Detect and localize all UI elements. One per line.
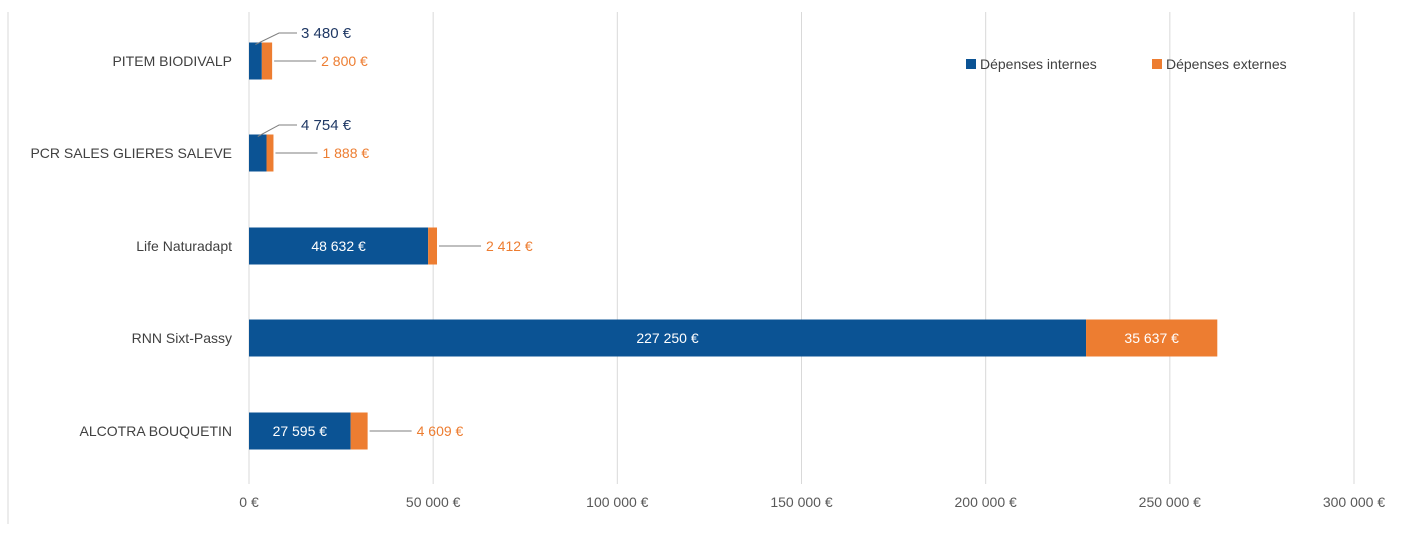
- bar-depenses-internes: [249, 227, 429, 265]
- data-label-externes: 2 412 €: [486, 238, 533, 254]
- legend-swatch-externes: [1152, 59, 1162, 69]
- x-tick-label: 100 000 €: [586, 494, 648, 510]
- data-label-externes: 2 800 €: [321, 53, 368, 69]
- category-label: Life Naturadapt: [136, 238, 232, 254]
- legend-label: Dépenses internes: [980, 56, 1097, 72]
- bar-depenses-externes: [266, 134, 274, 172]
- data-labels: 3 480 € 2 800 € 4 754 € 1 888 € 48 632 € 2 41…: [255, 25, 1179, 439]
- leader-line: [257, 124, 297, 137]
- x-tick-label: 150 000 €: [770, 494, 832, 510]
- bars: [249, 42, 1218, 450]
- data-label-internes: 27 595 €: [273, 423, 328, 439]
- bar-depenses-externes: [1086, 319, 1218, 357]
- gridlines: [7, 12, 1355, 524]
- data-label-internes: 4 754 €: [301, 117, 352, 134]
- bar-depenses-externes: [261, 42, 273, 80]
- bar-depenses-internes: [249, 412, 351, 450]
- category-label: ALCOTRA BOUQUETIN: [80, 423, 232, 439]
- bar-depenses-internes: [249, 134, 267, 172]
- leader-line: [255, 32, 297, 45]
- x-tick-label: 200 000 €: [955, 494, 1017, 510]
- data-label-internes: 48 632 €: [311, 238, 366, 254]
- x-tick-label: 300 000 €: [1323, 494, 1385, 510]
- data-label-internes: 227 250 €: [636, 330, 698, 346]
- data-label-internes: 3 480 €: [301, 25, 352, 42]
- bar-depenses-externes: [428, 227, 438, 265]
- legend-swatch-internes: [966, 59, 976, 69]
- data-label-externes: 4 609 €: [417, 423, 464, 439]
- category-label: RNN Sixt-Passy: [132, 330, 232, 346]
- bar-depenses-externes: [350, 412, 368, 450]
- data-label-externes: 1 888 €: [322, 145, 369, 161]
- x-tick-label: 0 €: [239, 494, 259, 510]
- data-label-externes: 35 637 €: [1124, 330, 1179, 346]
- bar-depenses-internes: [249, 42, 262, 80]
- bar-depenses-internes: [249, 319, 1087, 357]
- category-label: PITEM BIODIVALP: [112, 53, 232, 69]
- x-tick-label: 50 000 €: [406, 494, 461, 510]
- category-label: PCR SALES GLIERES SALEVE: [30, 145, 232, 161]
- axes: 0 € 50 000 € 100 000 € 150 000 € 200 000 € 25…: [30, 53, 1385, 510]
- legend: Dépenses internes Dépenses externes: [966, 56, 1287, 72]
- legend-label: Dépenses externes: [1166, 56, 1287, 72]
- x-tick-label: 250 000 €: [1139, 494, 1201, 510]
